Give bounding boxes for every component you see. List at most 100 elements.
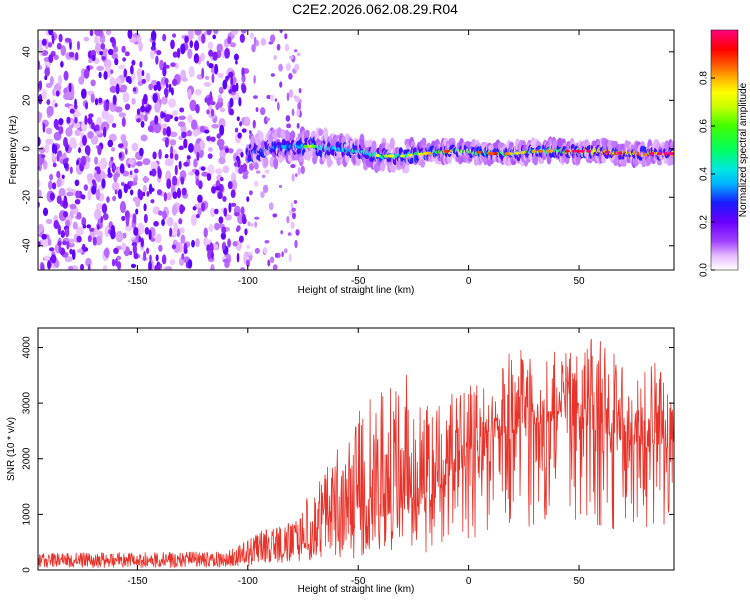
spectral-cell [49, 192, 55, 201]
spectral-cell [240, 267, 246, 270]
spectral-cell [656, 152, 662, 156]
spectral-cell [201, 171, 209, 177]
spectral-cell [210, 101, 216, 106]
spectral-cell [64, 256, 73, 263]
spectral-cell [144, 226, 150, 235]
spectral-cell [183, 248, 188, 254]
spectral-cell [296, 52, 301, 57]
spectral-cell [166, 126, 171, 137]
spectral-cell [649, 152, 655, 156]
spectral-cell [120, 133, 127, 142]
spectral-cell [171, 244, 177, 250]
spectral-cell [94, 30, 103, 36]
spectral-cell [94, 156, 99, 165]
spectral-cell [203, 227, 208, 238]
spectral-cell [118, 64, 126, 70]
spectral-cell [142, 184, 147, 193]
spectral-cell [389, 137, 395, 150]
spectral-cell [116, 260, 122, 270]
spectral-cell [136, 67, 143, 79]
spectral-cell [201, 202, 206, 212]
spectral-cell [155, 233, 162, 244]
spectral-cell [184, 35, 189, 44]
spectral-cell [173, 221, 179, 233]
spectral-cell [375, 154, 381, 158]
spectral-cell [146, 191, 150, 197]
x-tick: -100 [238, 328, 258, 587]
spectral-cell [260, 37, 267, 46]
snr-frame [37, 327, 675, 571]
spectral-cell [307, 144, 313, 148]
spectral-cell [174, 116, 179, 122]
spectral-cell [476, 150, 482, 154]
spectral-cell [211, 186, 216, 194]
spectral-cell [216, 138, 225, 148]
spectral-cell [208, 224, 214, 233]
spectral-cell [38, 136, 41, 147]
spectral-cell [164, 113, 171, 123]
x-tick-label: -50 [351, 276, 366, 287]
spectral-cell [236, 225, 241, 232]
spectral-cell [193, 143, 201, 156]
spectral-cell [60, 45, 67, 57]
spectral-cell [111, 122, 117, 128]
y-tick-label: 0 [22, 567, 33, 573]
spectral-cell [297, 167, 301, 176]
spectral-cell [76, 226, 84, 236]
spectral-cell [152, 151, 157, 160]
spectral-cell [179, 205, 186, 213]
spectral-cell [68, 51, 75, 58]
spectral-cell [207, 147, 213, 152]
spectral-cell [298, 88, 302, 94]
spectral-cell [143, 213, 148, 224]
spectral-cell [199, 140, 206, 151]
spectral-cell [131, 142, 139, 152]
spectral-cell [290, 221, 295, 229]
spectral-cell [220, 232, 226, 240]
spectral-cell [116, 255, 122, 261]
spectral-cell [118, 112, 126, 118]
spectral-cell [112, 195, 117, 202]
spectral-cell [290, 202, 294, 209]
spectral-cell [276, 43, 281, 51]
spectral-cell [190, 214, 197, 226]
spectral-cell [273, 55, 278, 60]
spectral-cell [210, 136, 216, 142]
spectral-cell [187, 88, 192, 101]
spectral-cell [291, 173, 295, 182]
spectral-cell [253, 180, 259, 187]
spectral-cell [166, 178, 172, 190]
spectral-cell [210, 264, 215, 270]
spectral-cell [66, 191, 74, 197]
spectral-cell [101, 203, 108, 214]
spectral-cell [130, 263, 137, 268]
spectral-cell [91, 185, 97, 195]
spectral-cell [111, 147, 116, 152]
spectral-cell [371, 140, 377, 152]
spectral-cell [182, 77, 188, 82]
spectral-cell [119, 163, 125, 174]
spectral-cell [180, 234, 186, 244]
spectral-cell [129, 189, 134, 196]
spectral-cell [238, 97, 242, 107]
y-tick: 20 [22, 94, 674, 106]
spectral-cell [211, 123, 219, 129]
spectral-cell [144, 106, 150, 113]
spectral-cell [136, 36, 142, 43]
spectral-cell [181, 187, 187, 196]
spectral-cell [514, 151, 520, 155]
spectral-cell [288, 72, 293, 80]
spectral-cell [127, 163, 131, 169]
spectrogram-panel: -150 -100 -50 0 50 -40 -20 0 20 40 Height of str… [8, 29, 675, 296]
spectral-cell [236, 252, 240, 263]
spectral-cell [281, 251, 284, 258]
spectral-cell [125, 75, 132, 83]
spectral-cell [207, 164, 215, 176]
spectral-cell [245, 259, 251, 267]
spectral-cell [74, 111, 81, 117]
spectral-cell [123, 183, 129, 194]
colorbar-tick-label: 0.8 [699, 71, 710, 85]
spectral-cell [155, 254, 159, 262]
spectral-cell [45, 138, 54, 145]
spectral-cell [161, 112, 166, 118]
